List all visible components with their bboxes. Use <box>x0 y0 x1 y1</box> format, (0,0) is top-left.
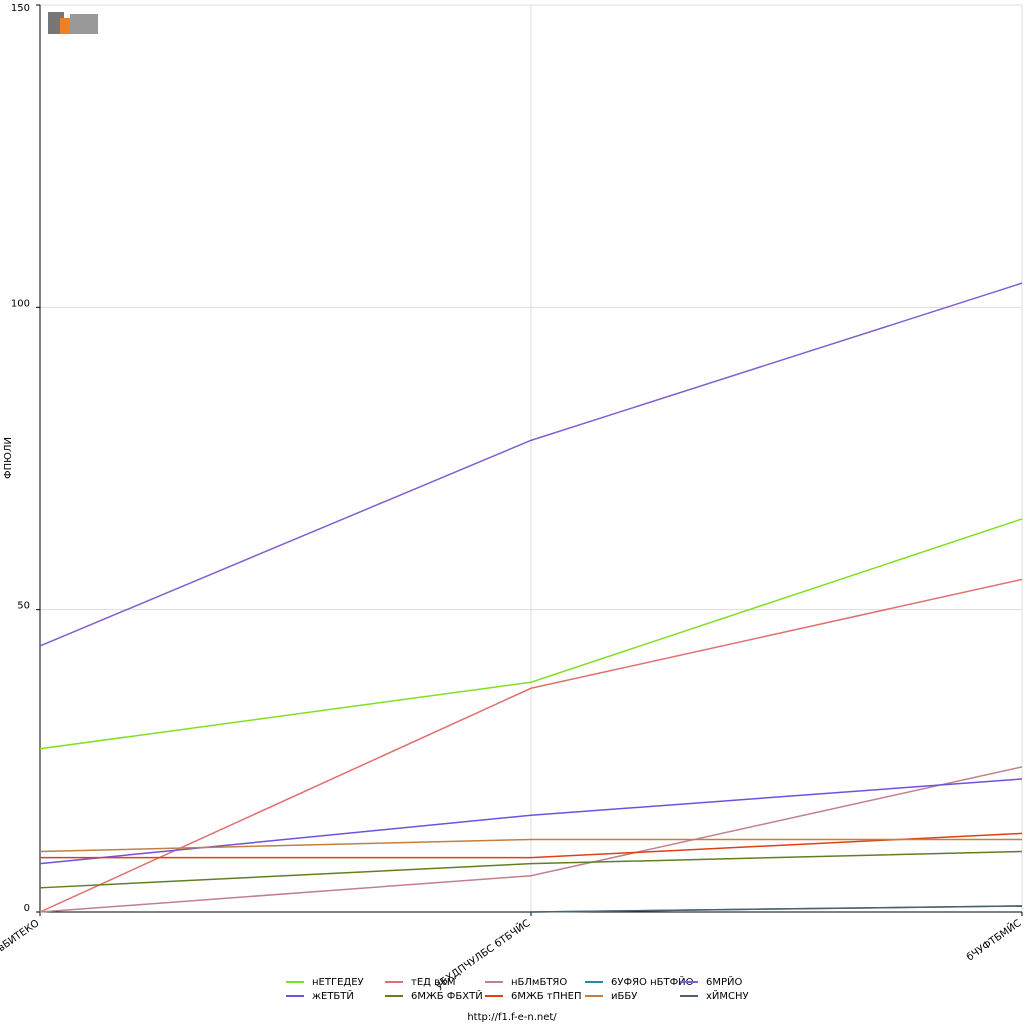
legend-label: хЙМСНУ <box>706 989 749 1002</box>
legend-label: 6МРЙО <box>706 975 743 988</box>
x-tick-label: вБИТЕКО <box>0 918 42 954</box>
y-tick-label: 0 <box>24 903 30 914</box>
series-line <box>39 838 1022 853</box>
series-line <box>39 282 1023 647</box>
series-line <box>40 832 1023 859</box>
legend-label: тЕД вХМ <box>411 977 456 988</box>
legend-label: 6УФЯО нБТФЙО <box>611 975 694 988</box>
legend-label: нЕТГЕДЕУ <box>312 977 364 988</box>
x-tick-label: бЧУФТБМЙС <box>964 916 1024 963</box>
y-tick-label: 150 <box>11 3 30 14</box>
series-line <box>39 850 1023 889</box>
footer: http://f1.f-e-n.net/ <box>467 1012 557 1023</box>
legend-label: жЕТБТЙ <box>312 989 354 1002</box>
legend-label: 6МЖБ ФБХТЙ <box>411 989 483 1002</box>
series-line <box>39 578 1023 913</box>
logo <box>48 12 98 34</box>
series-line <box>39 766 1023 913</box>
legend-label: нБЛмБТЯО <box>511 977 567 988</box>
series-line <box>39 518 1023 750</box>
y-axis-label: ФПЮЛИ <box>3 437 14 479</box>
legend-label: иББУ <box>611 991 637 1002</box>
legend-label: 6МЖБ тПНЕП <box>511 991 582 1002</box>
series-line <box>530 905 1023 913</box>
y-tick-label: 50 <box>17 601 30 612</box>
y-tick-label: 100 <box>11 298 30 309</box>
